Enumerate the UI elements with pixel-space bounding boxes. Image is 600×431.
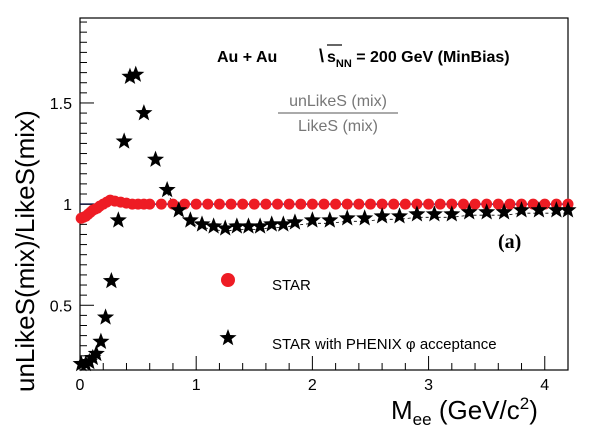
data-point-phenix	[228, 217, 246, 234]
data-point-phenix	[97, 308, 115, 325]
data-point-phenix	[356, 209, 374, 226]
data-point-star	[179, 198, 191, 210]
x-tick-label: 4	[540, 377, 549, 394]
data-point-phenix	[109, 211, 127, 228]
data-point-phenix	[338, 209, 356, 226]
x-axis-ticks: 0 1 2 3 4	[76, 356, 569, 394]
data-point-star	[527, 198, 539, 210]
data-point-phenix	[216, 219, 234, 236]
data-point-phenix	[181, 211, 199, 228]
data-point-star	[202, 198, 214, 210]
data-point-phenix	[115, 132, 133, 149]
panel-label: (a)	[498, 231, 521, 253]
data-point-star	[446, 198, 458, 210]
data-point-phenix	[478, 203, 496, 220]
y-axis-ticks: 0.5 1 1.5	[50, 21, 94, 367]
data-point-star	[225, 198, 237, 210]
data-point-phenix	[425, 205, 443, 222]
data-point-star	[364, 198, 376, 210]
plot-frame	[79, 17, 569, 371]
data-point-star	[237, 198, 249, 210]
y-axis-label: unLikeS(mix)/LikeS(mix)	[10, 110, 40, 392]
data-point-star	[283, 198, 295, 210]
star-series-markers	[75, 194, 574, 224]
data-point-phenix	[193, 215, 211, 232]
data-point-star	[272, 198, 284, 210]
title-energy: sNN = 200 GeV (MinBias)	[327, 49, 510, 70]
x-axis-label: Mee (GeV/c2)	[391, 394, 538, 429]
data-point-star	[306, 198, 318, 210]
legend-label-phenix: STAR with PHENIX φ acceptance	[272, 336, 497, 353]
data-point-phenix	[87, 344, 105, 362]
data-point-star	[539, 198, 551, 210]
legend-marker-phenix	[219, 329, 237, 346]
ratio-denominator: LikeS (mix)	[298, 118, 378, 135]
data-point-star	[167, 198, 179, 210]
data-point-star	[411, 198, 423, 210]
data-point-phenix	[92, 332, 110, 349]
phenix-series-markers	[72, 65, 577, 372]
data-point-phenix	[158, 180, 176, 198]
legend-marker-star	[221, 273, 235, 287]
data-point-star	[248, 198, 260, 210]
y-tick-label: 1.5	[50, 96, 72, 113]
data-point-phenix	[251, 217, 269, 234]
data-point-phenix	[303, 211, 321, 228]
data-point-phenix	[121, 67, 139, 84]
legend: STAR STAR with PHENIX φ acceptance	[219, 273, 497, 353]
data-point-phenix	[390, 207, 409, 224]
data-point-star	[353, 198, 365, 210]
x-tick-label: 3	[424, 377, 433, 394]
data-point-star	[399, 198, 411, 210]
data-point-phenix	[321, 211, 339, 228]
data-point-star	[504, 198, 516, 210]
data-point-phenix	[135, 104, 153, 121]
data-point-phenix	[274, 215, 292, 232]
ratio-numerator: unLikeS (mix)	[289, 93, 387, 110]
data-point-star	[318, 198, 330, 210]
data-point-phenix	[263, 215, 281, 232]
data-point-phenix	[170, 201, 188, 218]
data-point-phenix	[239, 217, 258, 234]
x-tick-label: 1	[192, 377, 201, 394]
data-point-phenix	[102, 271, 120, 289]
data-point-star	[457, 198, 469, 210]
data-point-phenix	[460, 203, 478, 220]
data-point-star	[341, 198, 353, 210]
data-point-phenix	[559, 201, 577, 218]
data-point-star	[295, 198, 307, 210]
data-point-phenix	[530, 201, 548, 218]
title-sqrt-sign: \	[319, 46, 324, 66]
x-tick-label: 0	[76, 377, 85, 394]
data-point-phenix	[205, 217, 223, 234]
data-point-star	[469, 198, 481, 210]
star-guide-curve	[166, 192, 568, 232]
data-point-star	[423, 198, 435, 210]
data-point-phenix	[512, 201, 531, 218]
data-point-phenix	[547, 201, 565, 218]
data-point-phenix	[408, 205, 426, 222]
data-point-phenix	[373, 207, 391, 224]
title-system: Au + Au	[217, 49, 277, 66]
data-point-phenix	[495, 203, 513, 220]
data-point-star	[190, 198, 202, 210]
data-point-star	[434, 198, 446, 210]
y-tick-label: 1	[63, 197, 72, 214]
data-point-star	[213, 198, 225, 210]
y-tick-label: 0.5	[50, 298, 72, 315]
data-point-star	[155, 198, 167, 210]
data-point-star	[388, 198, 400, 210]
data-point-star	[260, 198, 272, 210]
data-point-star	[330, 198, 342, 210]
data-point-star	[492, 198, 504, 210]
legend-label-star: STAR	[272, 277, 311, 294]
data-point-phenix	[127, 65, 145, 82]
data-point-phenix	[146, 150, 165, 167]
data-point-phenix	[286, 213, 304, 230]
x-tick-label: 2	[308, 377, 317, 394]
data-point-phenix	[443, 205, 461, 222]
data-point-star	[144, 198, 156, 210]
data-point-star	[376, 198, 388, 210]
